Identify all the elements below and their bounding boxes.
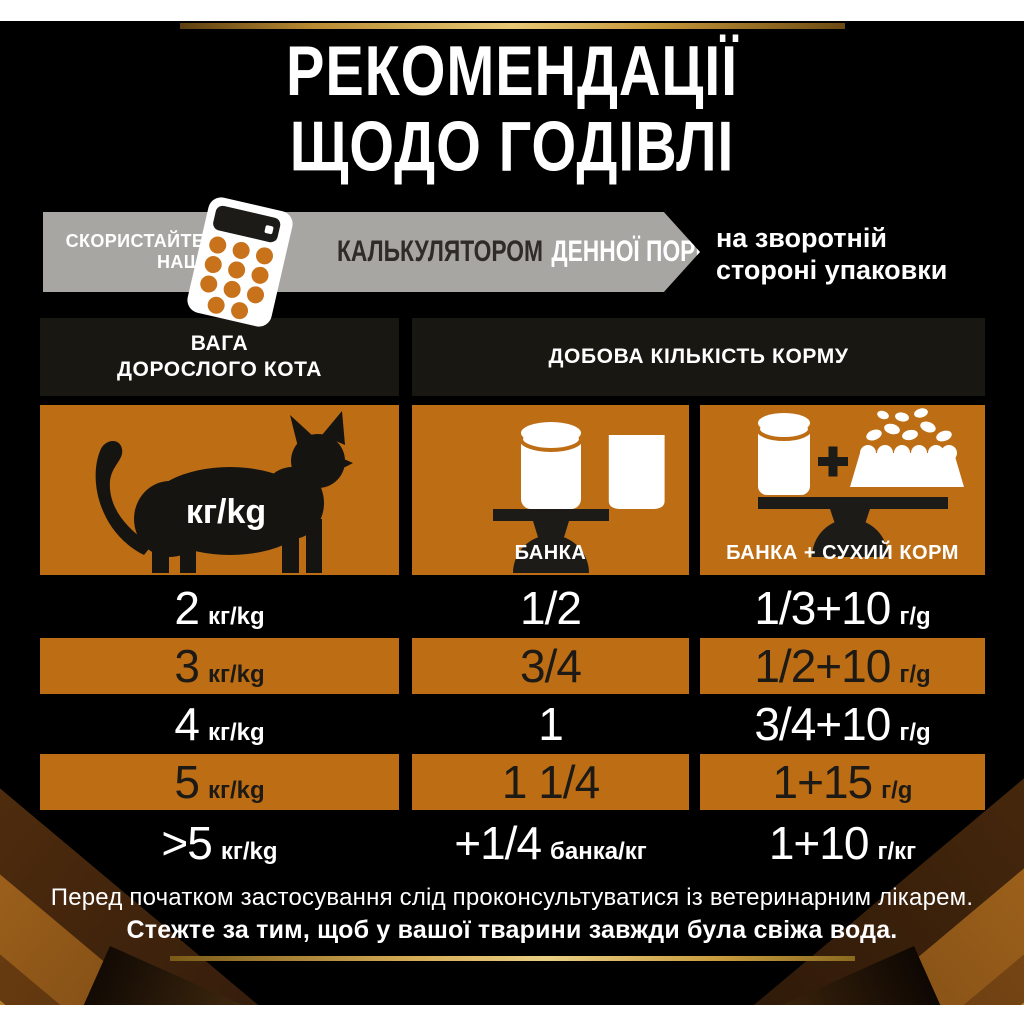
dry-food-bowl <box>850 408 964 487</box>
can-unit: банка/кг <box>550 838 647 865</box>
weight-unit: кг/kg <box>220 838 278 865</box>
table-row: 3 кг/kg 3/4 1/2+10 г/g <box>0 638 1024 694</box>
calculator-button <box>203 254 224 275</box>
calculator-word: КАЛЬКУЛЯТОРОМ <box>337 235 543 268</box>
mix-unit: г/кг <box>877 838 917 865</box>
calculator-button <box>254 245 275 267</box>
mix-unit: г/g <box>899 719 931 746</box>
weight-header-line1: ВАГА <box>190 332 249 355</box>
weight-value: 4 <box>174 698 200 750</box>
mix-value: 1/3+10 <box>754 582 891 634</box>
mix-column-label: БАНКА + СУХИЙ КОРМ <box>726 542 959 564</box>
can-value: 3/4 <box>520 640 582 692</box>
cat-weight-icon-cell: кг/kg <box>40 405 399 575</box>
can-cell: 1/2 <box>412 580 689 636</box>
gold-divider-top <box>180 23 845 29</box>
mix-unit: г/g <box>899 661 931 688</box>
weight-header-line2: ДОРОСЛОГО КОТА <box>116 358 323 381</box>
weight-value: 5 <box>174 756 200 808</box>
mix-unit: г/g <box>881 777 913 804</box>
mix-cell: 1+15 г/g <box>700 754 985 810</box>
table-row: 2 кг/kg 1/2 1/3+10 г/g <box>0 580 1024 636</box>
weight-value: 3 <box>174 640 200 692</box>
weight-cell: 2 кг/kg <box>40 580 399 636</box>
weight-value: >5 <box>161 817 212 869</box>
mix-cell: 3/4+10 г/g <box>700 696 985 752</box>
can-value: 1 1/4 <box>501 756 600 808</box>
plus-icon <box>818 446 848 477</box>
mix-value: 3/4+10 <box>754 698 891 750</box>
can-column-label: БАНКА <box>514 542 587 564</box>
calculator-button <box>226 259 247 281</box>
calculator-button <box>198 273 219 295</box>
weight-column-header: ВАГА ДОРОСЛОГО КОТА <box>40 318 399 396</box>
table-row: >5 кг/kg +1/4 банка/кг 1+10 г/кг <box>0 812 1024 874</box>
calculator-button <box>221 279 243 300</box>
mix-cell: 1+10 г/кг <box>700 812 985 874</box>
can-on-scale-icon <box>493 422 665 573</box>
back-of-pack-note: на зворотній стороні упаковки <box>716 222 947 286</box>
weight-cell: >5 кг/kg <box>40 812 399 874</box>
page-title-line2: ЩОДО ГОДІВЛІ <box>289 107 735 187</box>
fresh-water-advice: Стежте за тим, щоб у вашої тварини завжд… <box>126 916 898 944</box>
calculator-button <box>207 234 228 256</box>
mix-unit: г/g <box>899 603 931 630</box>
amount-column-header: ДОБОВА КІЛЬКІСТЬ КОРМУ <box>412 318 985 396</box>
weight-cell: 3 кг/kg <box>40 638 399 694</box>
amount-header-text: ДОБОВА КІЛЬКІСТЬ КОРМУ <box>548 345 849 368</box>
can-value: +1/4 <box>454 817 542 869</box>
can-cell: +1/4 банка/кг <box>412 812 689 874</box>
calculator-button <box>230 240 252 261</box>
mix-value: 1+10 <box>768 817 870 869</box>
banner-lead-line1: СКОРИСТАЙТЕСЬ <box>65 231 231 251</box>
cat-weight-unit: кг/kg <box>186 493 266 531</box>
can-icon-cell: БАНКА <box>412 405 689 575</box>
bottom-white-strip <box>0 1005 1024 1024</box>
weight-cell: 4 кг/kg <box>40 696 399 752</box>
back-of-pack-note-line1: на зворотній <box>716 223 887 253</box>
calculator-button <box>229 300 250 321</box>
top-white-strip <box>0 0 1024 21</box>
calculator-button <box>205 295 227 316</box>
mix-value: 1/2+10 <box>754 640 891 692</box>
back-of-pack-note-line2: стороні упаковки <box>716 255 948 285</box>
banner-calculator-text: КАЛЬКУЛЯТОРОМ ДЕННОЇ ПОРЦІЇ <box>337 212 725 292</box>
mix-cell: 1/2+10 г/g <box>700 638 985 694</box>
weight-unit: кг/kg <box>207 603 265 630</box>
table-row: 5 кг/kg 1 1/4 1+15 г/g <box>0 754 1024 810</box>
calculator-screen-notch <box>264 224 274 235</box>
table-row: 4 кг/kg 1 3/4+10 г/g <box>0 696 1024 752</box>
calculator-banner: СКОРИСТАЙТЕСЬ НАШИМ КАЛЬКУЛЯТОРОМ ДЕННОЇ … <box>43 212 700 292</box>
vet-consult-advice: Перед початком застосування слід проконс… <box>50 884 974 911</box>
cat-silhouette-icon: кг/kg <box>95 411 353 573</box>
weight-unit: кг/kg <box>207 661 265 688</box>
mix-value: 1+15 <box>772 756 874 808</box>
weight-unit: кг/kg <box>207 777 265 804</box>
daily-portion-word: ДЕННОЇ ПОРЦІЇ <box>551 235 725 268</box>
can-cell: 1 <box>412 696 689 752</box>
page-title: РЕКОМЕНДАЦІЇ ЩОДО ГОДІВЛІ <box>72 31 953 187</box>
gold-divider-bottom <box>170 956 855 961</box>
can-cell: 3/4 <box>412 638 689 694</box>
calculator-button <box>245 284 266 306</box>
weight-cell: 5 кг/kg <box>40 754 399 810</box>
can-value: 1 <box>538 698 564 750</box>
mix-cell: 1/3+10 г/g <box>700 580 985 636</box>
can-value: 1/2 <box>520 582 582 634</box>
weight-unit: кг/kg <box>207 719 265 746</box>
weight-value: 2 <box>174 582 200 634</box>
can-dry-icon-cell: БАНКА + СУХИЙ КОРМ <box>700 405 985 575</box>
calculator-button <box>249 265 271 286</box>
page-title-line1: РЕКОМЕНДАЦІЇ <box>286 31 738 111</box>
can-cell: 1 1/4 <box>412 754 689 810</box>
can-plus-dry-food-on-scale-icon <box>756 408 964 557</box>
